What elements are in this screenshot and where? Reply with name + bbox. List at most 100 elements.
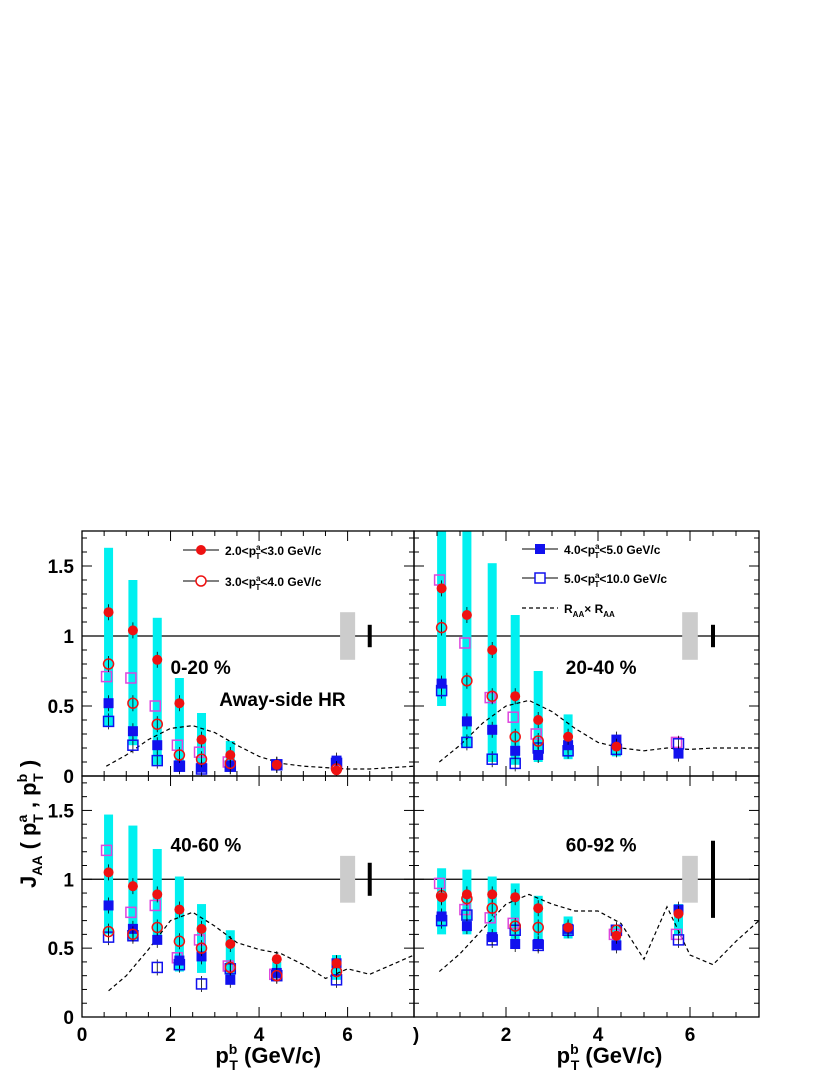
marker-s1 xyxy=(152,889,163,900)
marker-s1 xyxy=(271,954,282,965)
marker-s2 xyxy=(486,690,498,702)
marker-s2 xyxy=(461,675,473,687)
marker-s1 xyxy=(174,698,185,709)
marker-s3 xyxy=(331,755,342,766)
marker-s2 xyxy=(486,902,498,914)
legend-marker xyxy=(534,572,546,584)
x-tick-label: ) xyxy=(413,1025,419,1046)
y-tick-label: 1 xyxy=(63,627,74,648)
marker-s3 xyxy=(103,698,114,709)
marker-s3 xyxy=(611,940,622,951)
marker-s2 xyxy=(173,935,186,948)
legend-marker xyxy=(195,575,207,587)
marker-s1 xyxy=(174,904,185,915)
alt-point xyxy=(149,700,162,712)
panel-sublabel: Away-side HR xyxy=(219,690,346,711)
panel-label: 20-40 % xyxy=(566,658,637,679)
marker-s1 xyxy=(461,610,472,620)
marker-s1 xyxy=(436,892,447,903)
marker-s2 xyxy=(435,621,448,634)
sys-band xyxy=(197,904,207,973)
marker-s1 xyxy=(331,765,342,776)
y-tick-label: 0 xyxy=(63,767,74,788)
marker-s4 xyxy=(195,978,208,990)
marker-s3 xyxy=(533,750,544,760)
marker-s2 xyxy=(509,920,521,932)
marker-s1 xyxy=(225,750,236,760)
raa-curve xyxy=(106,724,414,770)
marker-s4 xyxy=(127,739,139,751)
frame-layer xyxy=(81,530,760,1018)
marker-s2 xyxy=(271,969,283,982)
legend-label: 4.0<pa T<5.0 GeV/c xyxy=(564,542,661,560)
marker-s2 xyxy=(195,942,208,954)
legend-entry-s4: 5.0<pa T<10.0 GeV/c xyxy=(522,571,667,589)
norm-uncertainty-box xyxy=(340,855,356,903)
marker-s2 xyxy=(532,735,544,747)
y-tick-label: 1.5 xyxy=(48,557,75,578)
marker-s1 xyxy=(225,939,236,950)
legend-label: 2.0<pa T<3.0 GeV/c xyxy=(225,543,322,561)
marker-s2 xyxy=(173,749,186,761)
sys-band xyxy=(510,883,520,946)
marker-s3 xyxy=(152,740,163,751)
alt-point xyxy=(125,672,137,684)
legend-label: RAA× RAA xyxy=(564,602,615,619)
marker-s2 xyxy=(532,921,544,934)
marker-s1 xyxy=(127,625,138,636)
panel-20-40 xyxy=(414,531,759,772)
legend-entry-raa: RAA× RAA xyxy=(522,602,615,619)
marker-s3 xyxy=(152,934,163,945)
panel-label: 0-20 % xyxy=(171,658,231,679)
marker-s3 xyxy=(436,678,447,689)
x-axis-title: pb T (GeV/c) xyxy=(215,1041,321,1073)
x-tick-label: 2 xyxy=(501,1025,512,1046)
raa-curve xyxy=(438,699,759,763)
marker-s2 xyxy=(151,718,164,730)
marker-s4 xyxy=(151,754,164,767)
norm-uncertainty-box xyxy=(682,855,698,903)
marker-s3 xyxy=(673,748,684,759)
marker-s3 xyxy=(563,740,574,751)
x-tick-label: 4 xyxy=(254,1025,265,1046)
y-tick-label: 0.5 xyxy=(48,939,75,960)
sys-band xyxy=(487,563,497,762)
marker-s3 xyxy=(103,900,114,911)
alt-point xyxy=(222,960,235,972)
marker-s1 xyxy=(152,654,163,665)
y-axis-title: JAA ( paT , pbT ) xyxy=(14,760,46,888)
panel-60-92 xyxy=(414,840,759,973)
marker-s1 xyxy=(510,691,521,702)
y-tick-label: 1.5 xyxy=(48,801,75,822)
panels-layer xyxy=(82,531,759,992)
norm-uncertainty-box xyxy=(682,612,698,660)
text-layer: 0-20 % Away-side HR 20-40 % 40-60 % 60-92 % 0… xyxy=(14,542,695,1073)
marker-s2 xyxy=(102,658,115,670)
marker-s4 xyxy=(461,736,473,749)
marker-s4 xyxy=(151,961,164,974)
marker-s2 xyxy=(102,925,115,938)
marker-s1 xyxy=(533,903,544,914)
sys-band xyxy=(104,547,114,727)
marker-s1 xyxy=(611,741,622,752)
panel-40-60 xyxy=(82,814,414,992)
alt-point xyxy=(670,736,683,749)
sys-band xyxy=(225,930,235,976)
panel-plot-area xyxy=(414,531,759,772)
legend-label: 3.0<pa T<4.0 GeV/c xyxy=(225,574,322,592)
marker-s1 xyxy=(196,923,207,934)
y-tick-label: 1 xyxy=(63,870,74,891)
marker-s4 xyxy=(486,753,498,765)
alt-point xyxy=(484,691,496,704)
marker-s1 xyxy=(673,908,684,919)
marker-s3 xyxy=(225,974,236,985)
x-tick-label: 0 xyxy=(77,1025,88,1046)
marker-s1 xyxy=(461,889,472,900)
marker-s1 xyxy=(563,731,574,742)
alt-point xyxy=(125,906,137,919)
norm-uncertainty-box xyxy=(340,612,356,660)
marker-s4 xyxy=(672,934,685,946)
x-tick-label: 6 xyxy=(342,1025,353,1046)
marker-s2 xyxy=(127,697,139,709)
raa-curve xyxy=(438,893,759,973)
